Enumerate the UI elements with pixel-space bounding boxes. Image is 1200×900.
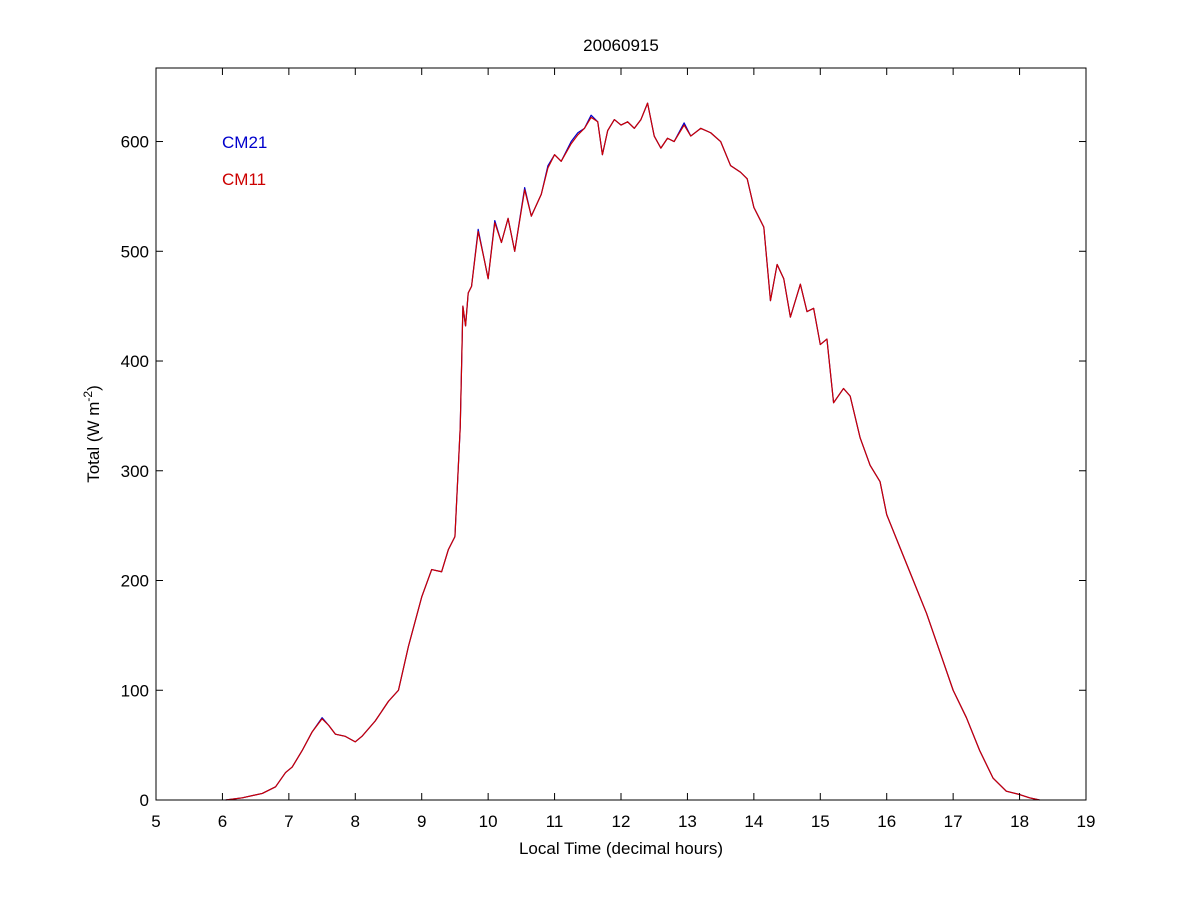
x-tick-label: 18 bbox=[1010, 812, 1029, 831]
y-tick-label: 300 bbox=[121, 462, 149, 481]
legend: CM21 CM11 bbox=[222, 133, 267, 189]
x-axis: 5 6 7 8 9 10 11 12 13 14 15 16 17 18 19 bbox=[151, 68, 1095, 831]
y-tick-label: 500 bbox=[121, 242, 149, 261]
x-tick-label: 16 bbox=[877, 812, 896, 831]
x-tick-label: 8 bbox=[351, 812, 360, 831]
legend-entry-cm21: CM21 bbox=[222, 133, 267, 152]
y-tick-label: 400 bbox=[121, 352, 149, 371]
y-tick-label: 100 bbox=[121, 681, 149, 700]
legend-entry-cm11: CM11 bbox=[222, 170, 266, 189]
x-tick-label: 5 bbox=[151, 812, 160, 831]
series-line-cm11 bbox=[225, 102, 1040, 801]
y-tick-label: 0 bbox=[140, 791, 149, 810]
y-tick-label: 600 bbox=[121, 133, 149, 152]
y-axis: 0 100 200 300 400 500 600 bbox=[121, 133, 1086, 810]
x-tick-label: 14 bbox=[744, 812, 763, 831]
series-layer bbox=[225, 102, 1040, 801]
x-tick-label: 10 bbox=[479, 812, 498, 831]
x-tick-label: 15 bbox=[811, 812, 830, 831]
y-axis-label-superscript: -2 bbox=[81, 391, 95, 402]
x-tick-label: 13 bbox=[678, 812, 697, 831]
x-tick-label: 17 bbox=[944, 812, 963, 831]
x-tick-label: 12 bbox=[612, 812, 631, 831]
y-axis-label: Total (W m-2) bbox=[81, 385, 103, 483]
x-tick-label: 11 bbox=[546, 812, 564, 831]
y-tick-label: 200 bbox=[121, 572, 149, 591]
chart-title: 20060915 bbox=[583, 36, 659, 55]
x-tick-label: 7 bbox=[284, 812, 293, 831]
x-tick-label: 19 bbox=[1077, 812, 1096, 831]
x-tick-label: 9 bbox=[417, 812, 426, 831]
y-axis-label-close: ) bbox=[84, 385, 103, 391]
y-axis-label-main: Total (W m bbox=[84, 402, 103, 483]
x-tick-label: 6 bbox=[218, 812, 227, 831]
x-axis-label: Local Time (decimal hours) bbox=[519, 839, 723, 858]
